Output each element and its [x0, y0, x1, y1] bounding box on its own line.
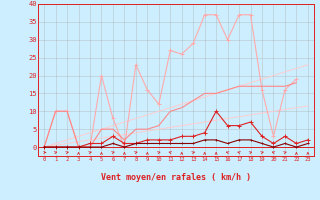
X-axis label: Vent moyen/en rafales ( km/h ): Vent moyen/en rafales ( km/h ) [101, 174, 251, 182]
